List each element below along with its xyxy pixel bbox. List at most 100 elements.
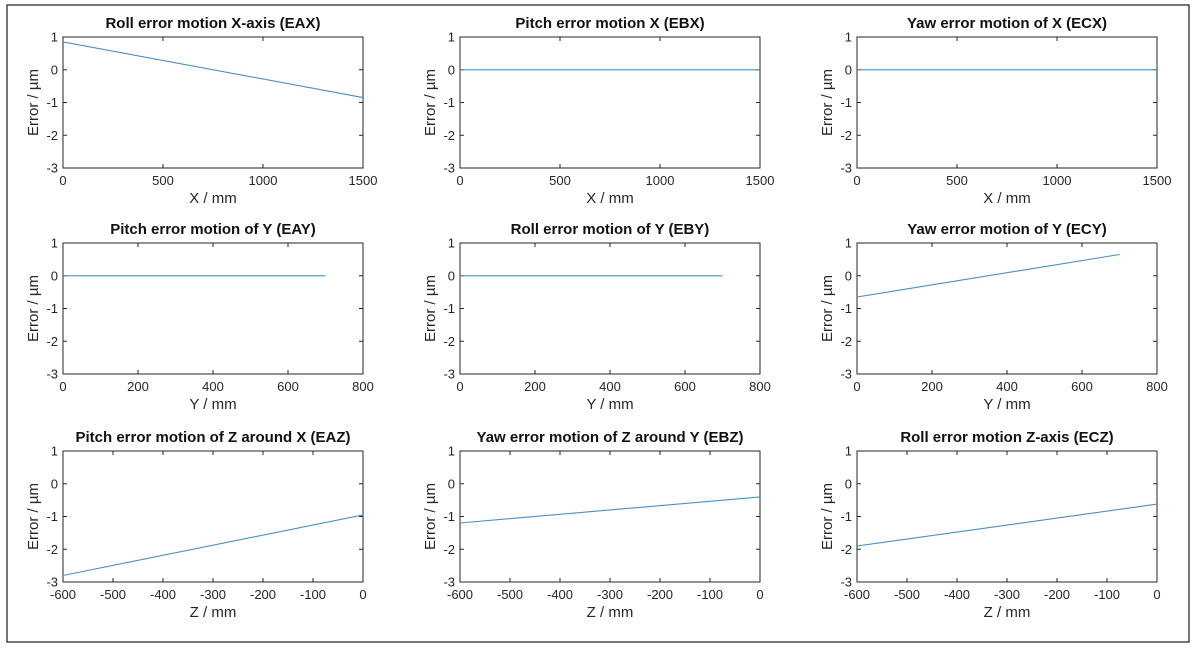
x-tick-label: -300 xyxy=(200,587,226,602)
x-tick-label: 0 xyxy=(1153,587,1160,602)
y-axis-label: Error / µm xyxy=(819,483,836,550)
y-tick-label: -3 xyxy=(46,367,58,382)
y-tick-label: 1 xyxy=(845,236,852,251)
y-axis-label: Error / µm xyxy=(25,275,42,342)
series-line xyxy=(62,41,364,99)
y-tick-label: -1 xyxy=(46,509,58,524)
plot-area xyxy=(459,242,761,375)
plot-area xyxy=(62,450,364,583)
x-tick-label: 200 xyxy=(127,379,149,394)
chart-title: Pitch error motion of Y (EAY) xyxy=(110,221,316,238)
x-axis-label: X / mm xyxy=(189,190,237,207)
y-tick-label: 1 xyxy=(51,444,58,459)
y-tick-label: -3 xyxy=(443,575,455,590)
subplot-2: Pitch error motion X (EBX) -3 -2 -1 0 1 0 500 10… xyxy=(422,15,774,207)
x-tick-label: 600 xyxy=(674,379,696,394)
chart-title: Yaw error motion of Y (ECY) xyxy=(907,221,1106,238)
plot-area xyxy=(856,450,1158,583)
y-tick-label: 0 xyxy=(448,476,455,491)
subplot-8: Yaw error motion of Z around Y (EBZ) -3 -2… xyxy=(422,429,764,621)
x-tick-label: 200 xyxy=(524,379,546,394)
chart-title: Yaw error motion of Z around Y (EBZ) xyxy=(477,429,744,446)
x-tick-label: -500 xyxy=(100,587,126,602)
x-axis-label: Y / mm xyxy=(586,396,633,413)
y-tick-label: -2 xyxy=(443,334,455,349)
y-tick-label: 0 xyxy=(845,476,852,491)
x-tick-label: 500 xyxy=(549,173,571,188)
y-tick-label: 1 xyxy=(448,30,455,45)
x-tick-label: 0 xyxy=(59,173,66,188)
y-tick-label: -1 xyxy=(46,95,58,110)
x-tick-label: 0 xyxy=(359,587,366,602)
x-tick-label: -500 xyxy=(497,587,523,602)
y-axis-label: Error / µm xyxy=(422,483,439,550)
series-line xyxy=(459,496,761,524)
x-tick-label: 0 xyxy=(456,379,463,394)
y-tick-label: 0 xyxy=(51,268,58,283)
x-tick-label: -100 xyxy=(1094,587,1120,602)
x-tick-label: 0 xyxy=(456,173,463,188)
y-axis-label: Error / µm xyxy=(819,69,836,136)
x-tick-label: -600 xyxy=(844,587,870,602)
y-tick-label: -1 xyxy=(443,95,455,110)
y-tick-label: -1 xyxy=(840,509,852,524)
x-tick-label: -500 xyxy=(894,587,920,602)
chart-title: Roll error motion of Y (EBY) xyxy=(511,221,710,238)
x-tick-label: 400 xyxy=(996,379,1018,394)
x-tick-label: 0 xyxy=(756,587,763,602)
x-axis-label: Z / mm xyxy=(587,604,634,621)
x-tick-label: 0 xyxy=(59,379,66,394)
y-tick-label: -2 xyxy=(46,128,58,143)
x-axis-label: Y / mm xyxy=(189,396,236,413)
y-tick-label: -3 xyxy=(443,367,455,382)
y-tick-label: -1 xyxy=(840,95,852,110)
x-axis-label: Y / mm xyxy=(983,396,1030,413)
x-tick-label: -100 xyxy=(300,587,326,602)
x-tick-label: 1000 xyxy=(646,173,675,188)
y-axis-label: Error / µm xyxy=(422,275,439,342)
plot-area xyxy=(62,242,364,375)
x-tick-label: 1000 xyxy=(249,173,278,188)
x-tick-label: -400 xyxy=(150,587,176,602)
plot-area xyxy=(856,242,1158,375)
series-line xyxy=(856,253,1120,298)
chart-title: Yaw error motion of X (ECX) xyxy=(907,15,1107,32)
y-tick-label: -3 xyxy=(840,367,852,382)
plot-area xyxy=(856,36,1158,169)
chart-title: Pitch error motion of Z around X (EAZ) xyxy=(76,429,351,446)
y-tick-label: 0 xyxy=(51,62,58,77)
x-tick-label: 1500 xyxy=(349,173,378,188)
subplot-5: Roll error motion of Y (EBY) -3 -2 -1 0 1 0 200… xyxy=(422,221,771,413)
subplot-7: Pitch error motion of Z around X (EAZ) -3… xyxy=(25,429,367,621)
y-tick-label: -2 xyxy=(840,542,852,557)
y-tick-label: 1 xyxy=(448,236,455,251)
plot-area xyxy=(459,450,761,583)
x-tick-label: 500 xyxy=(152,173,174,188)
subplot-9: Roll error motion Z-axis (ECZ) -3 -2 -1 0 1 -6… xyxy=(819,429,1161,621)
x-tick-label: -600 xyxy=(50,587,76,602)
x-tick-label: -200 xyxy=(1044,587,1070,602)
y-tick-label: 1 xyxy=(845,444,852,459)
y-tick-label: -3 xyxy=(443,161,455,176)
figure-frame xyxy=(6,4,1190,643)
y-tick-label: -2 xyxy=(443,542,455,557)
chart-title: Roll error motion X-axis (EAX) xyxy=(105,15,320,32)
y-tick-label: -2 xyxy=(840,334,852,349)
y-tick-label: -1 xyxy=(46,301,58,316)
y-tick-label: -1 xyxy=(443,301,455,316)
plot-area xyxy=(62,36,364,169)
x-tick-label: 800 xyxy=(1146,379,1168,394)
y-tick-label: -1 xyxy=(840,301,852,316)
x-tick-label: -300 xyxy=(597,587,623,602)
y-tick-label: 0 xyxy=(448,62,455,77)
y-axis-label: Error / µm xyxy=(422,69,439,136)
x-tick-label: 0 xyxy=(853,379,860,394)
y-tick-label: -3 xyxy=(46,575,58,590)
y-axis-label: Error / µm xyxy=(25,483,42,550)
y-tick-label: 0 xyxy=(845,268,852,283)
x-tick-label: 800 xyxy=(749,379,771,394)
x-tick-label: 400 xyxy=(599,379,621,394)
y-tick-label: 0 xyxy=(51,476,58,491)
y-tick-label: 0 xyxy=(845,62,852,77)
